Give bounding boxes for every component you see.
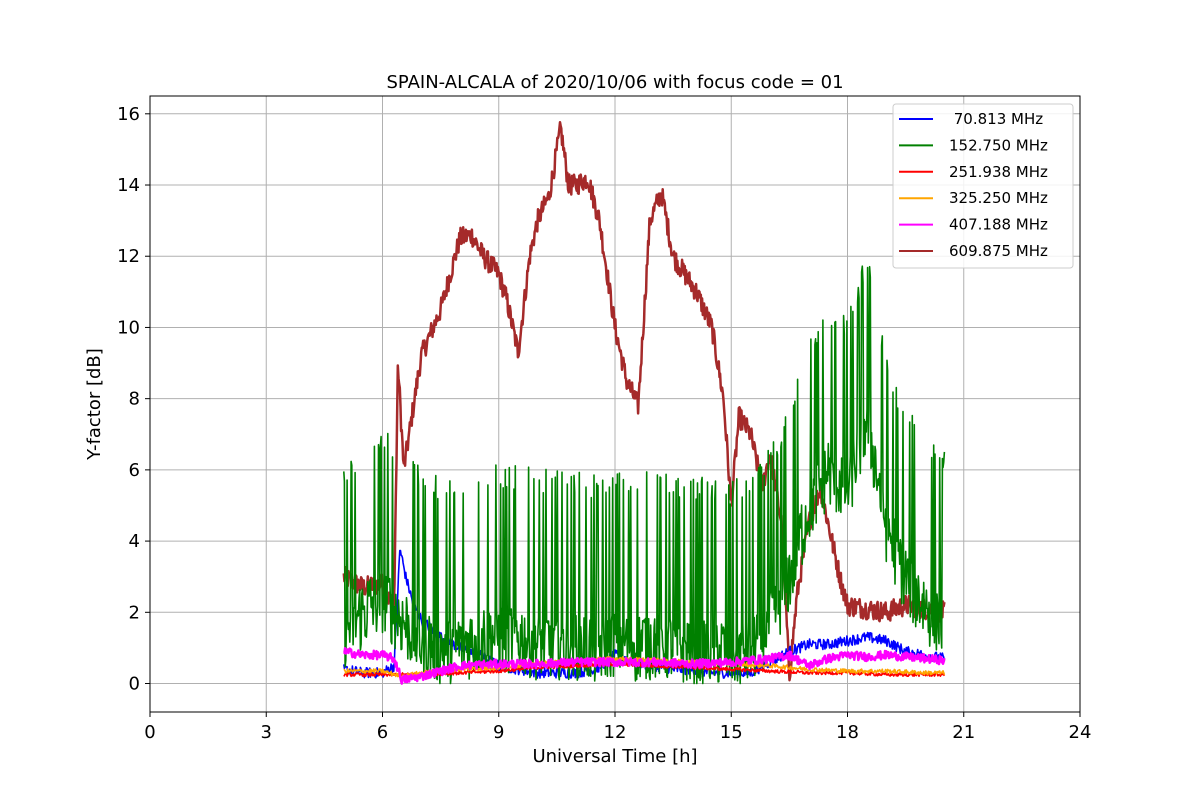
legend-label: 152.750 MHz (949, 136, 1048, 154)
y-tick-label: 12 (117, 246, 140, 267)
y-tick-label: 2 (129, 602, 140, 623)
x-tick-label: 9 (493, 722, 504, 743)
series-line-5 (342, 120, 946, 682)
y-tick-label: 8 (129, 389, 140, 410)
series-layer (342, 120, 946, 685)
legend-label: 251.938 MHz (949, 163, 1048, 181)
y-tick-label: 14 (117, 175, 140, 196)
legend-label: 325.250 MHz (949, 189, 1048, 207)
y-tick-label: 0 (129, 674, 140, 695)
x-tick-label: 21 (952, 722, 975, 743)
y-tick-label: 10 (117, 317, 140, 338)
x-tick-label: 15 (720, 722, 743, 743)
x-axis-label: Universal Time [h] (532, 746, 697, 767)
series-line-4 (343, 647, 946, 685)
x-tick-label: 0 (144, 722, 155, 743)
x-tick-label: 6 (377, 722, 388, 743)
legend-label: 407.188 MHz (949, 216, 1048, 234)
y-tick-label: 4 (129, 531, 140, 552)
legend-label: 70.813 MHz (949, 110, 1043, 128)
x-tick-label: 3 (261, 722, 272, 743)
y-axis-label: Y-factor [dB] (84, 348, 105, 461)
legend-box (892, 103, 1074, 269)
x-tick-label: 18 (836, 722, 859, 743)
y-tick-label: 16 (117, 104, 140, 125)
x-tick-label: 24 (1069, 722, 1092, 743)
legend: 70.813 MHz 152.750 MHz 251.938 MHz 325.250 … (892, 103, 1074, 269)
legend-label: 609.875 MHz (949, 242, 1048, 260)
y-tick-label: 6 (129, 460, 140, 481)
x-tick-label: 12 (604, 722, 627, 743)
chart-title: SPAIN-ALCALA of 2020/10/06 with focus co… (386, 72, 843, 93)
